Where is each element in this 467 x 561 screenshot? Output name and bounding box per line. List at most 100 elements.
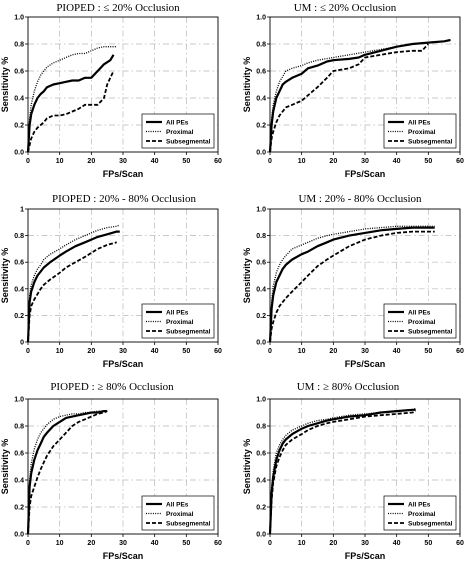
legend-label: Proximal bbox=[166, 129, 194, 136]
x-tick-label: 40 bbox=[151, 540, 159, 547]
legend-box bbox=[383, 495, 457, 531]
legend-label: Subsegmental bbox=[166, 328, 211, 335]
series-line-subsegmental bbox=[269, 410, 417, 535]
y-tick-label: 1.0 bbox=[14, 15, 24, 22]
y-tick-label: 0.8 bbox=[256, 424, 266, 431]
y-tick-label: 1.0 bbox=[256, 397, 266, 404]
legend-label: All PEs bbox=[166, 501, 189, 508]
y-tick-label: 0.6 bbox=[14, 69, 24, 76]
x-axis-label: FPs/Scan bbox=[345, 169, 386, 179]
x-tick-label: 40 bbox=[151, 348, 159, 355]
series-line-proximal bbox=[269, 407, 416, 535]
chart-panel-2: UM : ≤ 20% Occlusion 0 10 20 30 40 50 60 0.0 0.2 0… bbox=[242, 2, 464, 179]
x-tick-label: 0 bbox=[268, 348, 272, 355]
y-tick-label: 0.8 bbox=[14, 42, 24, 49]
series-line-subsegmental bbox=[269, 230, 435, 343]
y-tick-label: 0.4 bbox=[14, 286, 24, 293]
x-axis-label: FPs/Scan bbox=[103, 169, 144, 179]
y-tick-label: 0.2 bbox=[256, 313, 266, 320]
x-tick-label: 20 bbox=[87, 540, 95, 547]
y-tick-label: 0.8 bbox=[256, 233, 266, 240]
x-tick-label: 40 bbox=[151, 158, 159, 165]
chart-panel-4: UM : 20% - 80% Occlusion 0 10 20 30 40 50 60 0.0… bbox=[242, 193, 464, 369]
legend-label: Proximal bbox=[408, 129, 436, 136]
x-tick-label: 50 bbox=[424, 540, 432, 547]
y-tick-label: 0.4 bbox=[14, 96, 24, 103]
x-tick-label: 30 bbox=[361, 158, 369, 165]
chart-title: PIOPED : 20% - 80% Occlusion bbox=[52, 193, 196, 205]
series-line-subsegmental bbox=[269, 43, 429, 153]
y-axis-label: Sensitivity % bbox=[0, 439, 10, 495]
legend: All PEs Proximal Subsegmental bbox=[383, 113, 457, 149]
x-tick-label: 40 bbox=[393, 540, 401, 547]
legend-label: Subsegmental bbox=[408, 520, 453, 527]
x-tick-label: 50 bbox=[424, 348, 432, 355]
legend: All PEs Proximal Subsegmental bbox=[383, 495, 457, 531]
x-tick-label: 0 bbox=[26, 348, 30, 355]
x-tick-label: 20 bbox=[87, 348, 95, 355]
x-tick-label: 60 bbox=[214, 540, 222, 547]
x-tick-label: 20 bbox=[329, 158, 337, 165]
y-tick-label: 0.8 bbox=[256, 42, 266, 49]
legend-label: Subsegmental bbox=[166, 138, 211, 145]
legend-label: All PEs bbox=[166, 119, 189, 126]
y-tick-label: 1.0 bbox=[14, 397, 24, 404]
y-tick-label: 0.6 bbox=[256, 260, 266, 267]
x-tick-label: 60 bbox=[456, 348, 464, 355]
legend-label: Proximal bbox=[166, 319, 194, 326]
series-line-all-pes bbox=[26, 230, 120, 343]
y-axis-label: Sensitivity % bbox=[0, 248, 10, 304]
y-tick-label: 0.8 bbox=[14, 424, 24, 431]
x-tick-label: 40 bbox=[393, 348, 401, 355]
x-tick-label: 50 bbox=[182, 348, 190, 355]
x-tick-label: 10 bbox=[56, 158, 64, 165]
series-line-subsegmental bbox=[27, 70, 115, 153]
y-tick-label: 0 bbox=[20, 340, 24, 347]
chart-panel-5: PIOPED : ≥ 80% Occlusion 0 10 20 30 40 50 60 0.0… bbox=[0, 381, 222, 561]
y-tick-label: 0.6 bbox=[14, 451, 24, 458]
x-tick-label: 30 bbox=[361, 348, 369, 355]
y-tick-label: 0.2 bbox=[256, 123, 266, 130]
y-tick-label: 0.6 bbox=[256, 69, 266, 76]
legend-box bbox=[383, 113, 457, 149]
y-tick-label: 0.0 bbox=[256, 340, 266, 347]
legend-box bbox=[383, 303, 457, 339]
legend-label: Proximal bbox=[166, 511, 194, 518]
x-tick-label: 30 bbox=[361, 540, 369, 547]
chart-title: UM : ≤ 20% Occlusion bbox=[294, 2, 397, 14]
legend: All PEs Proximal Subsegmental bbox=[141, 495, 215, 531]
x-tick-label: 20 bbox=[329, 348, 337, 355]
x-tick-label: 50 bbox=[424, 158, 432, 165]
y-tick-label: 0.2 bbox=[14, 313, 24, 320]
y-tick-label: 0.4 bbox=[256, 478, 266, 485]
legend-label: All PEs bbox=[408, 309, 431, 316]
series-line-proximal bbox=[269, 39, 451, 153]
x-axis-label: FPs/Scan bbox=[103, 359, 144, 369]
y-tick-label: 0.4 bbox=[256, 286, 266, 293]
legend-label: All PEs bbox=[408, 501, 431, 508]
x-tick-label: 50 bbox=[182, 540, 190, 547]
y-axis-label: Sensitivity % bbox=[242, 439, 252, 495]
legend: All PEs Proximal Subsegmental bbox=[141, 303, 215, 339]
legend-label: Subsegmental bbox=[408, 328, 453, 335]
y-tick-label: 0.0 bbox=[256, 532, 266, 539]
y-tick-label: 0.0 bbox=[14, 532, 24, 539]
legend-label: Proximal bbox=[408, 511, 436, 518]
x-tick-label: 30 bbox=[119, 540, 127, 547]
chart-title: UM : ≥ 80% Occlusion bbox=[297, 381, 400, 393]
y-axis-label: Sensitivity % bbox=[242, 248, 252, 304]
y-tick-label: 1 bbox=[20, 207, 24, 214]
legend-box bbox=[141, 113, 215, 149]
y-tick-label: 0.6 bbox=[256, 451, 266, 458]
x-tick-label: 0 bbox=[268, 158, 272, 165]
legend-label: Proximal bbox=[408, 319, 436, 326]
y-axis-label: Sensitivity % bbox=[0, 57, 10, 113]
legend: All PEs Proximal Subsegmental bbox=[141, 113, 215, 149]
x-tick-label: 60 bbox=[456, 540, 464, 547]
series-line-subsegmental bbox=[27, 241, 117, 343]
y-tick-label: 0.2 bbox=[14, 123, 24, 130]
y-tick-label: 0.8 bbox=[14, 233, 24, 240]
x-tick-label: 10 bbox=[298, 158, 306, 165]
legend-label: All PEs bbox=[408, 119, 431, 126]
x-tick-label: 0 bbox=[268, 540, 272, 547]
